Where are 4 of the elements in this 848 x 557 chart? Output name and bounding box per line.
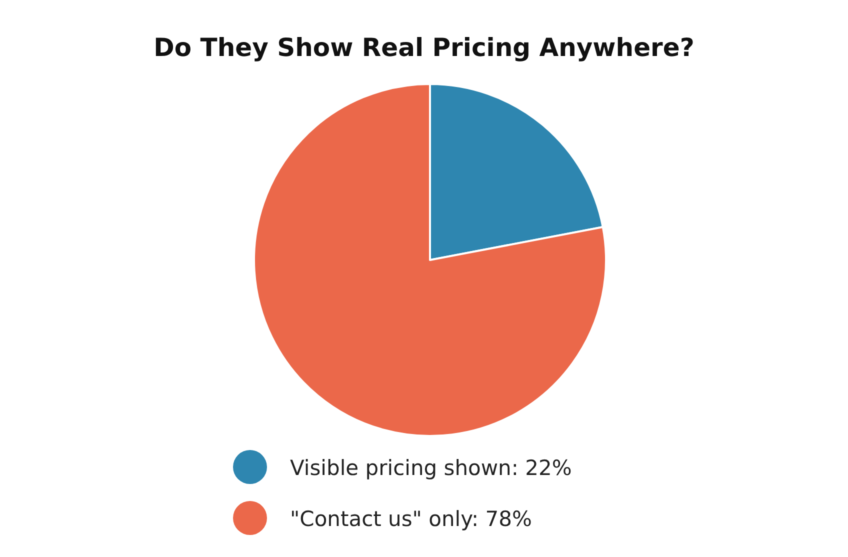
pie-slice xyxy=(253,83,607,437)
legend-label: Visible pricing shown: 22% xyxy=(290,456,572,480)
chart-title: Do They Show Real Pricing Anywhere? xyxy=(154,33,694,62)
legend-label: "Contact us" only: 78% xyxy=(290,507,532,531)
